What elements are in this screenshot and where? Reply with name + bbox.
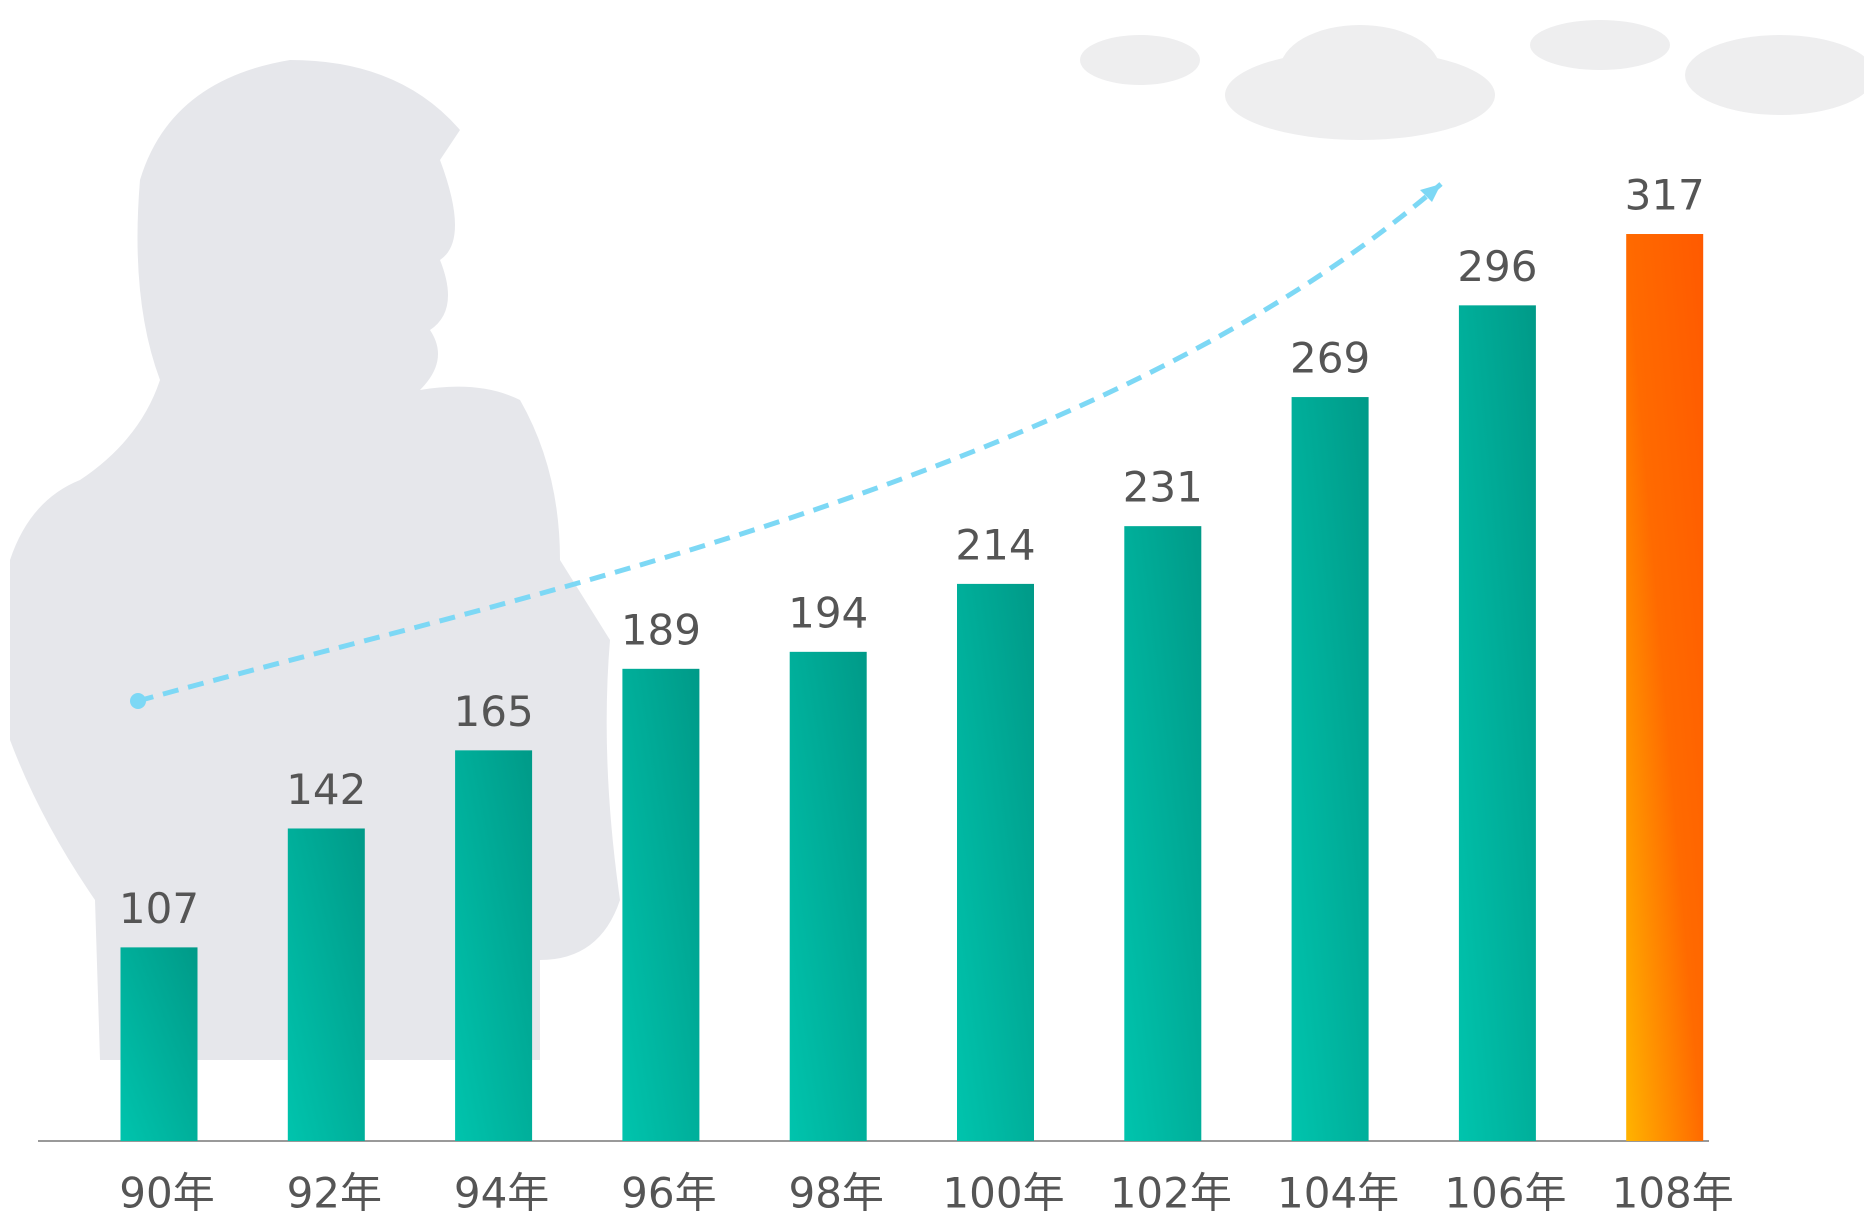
x-tick-label: 100年 xyxy=(942,1169,1064,1218)
x-tick-label: 90年 xyxy=(119,1169,214,1218)
value-label: 107 xyxy=(119,884,199,933)
value-label: 317 xyxy=(1625,171,1705,220)
value-label: 194 xyxy=(788,588,868,637)
bar xyxy=(622,669,699,1141)
bar xyxy=(121,947,198,1141)
x-tick-label: 108年 xyxy=(1612,1169,1734,1218)
chart: 107 90年 142 92年 165 94年 189 96年 194 98年 214 100年 231… xyxy=(0,0,1864,1222)
x-tick-label: 102年 xyxy=(1110,1169,1232,1218)
bar xyxy=(455,750,532,1141)
x-tick-label: 106年 xyxy=(1444,1169,1566,1218)
bar xyxy=(957,584,1034,1141)
bar xyxy=(790,652,867,1141)
value-label: 189 xyxy=(621,605,701,654)
bar xyxy=(288,828,365,1141)
value-label: 296 xyxy=(1457,242,1537,291)
value-label: 165 xyxy=(454,687,534,736)
value-label: 231 xyxy=(1123,463,1203,512)
value-label: 214 xyxy=(955,520,1035,569)
x-tick-label: 96年 xyxy=(621,1169,716,1218)
x-tick-label: 92年 xyxy=(287,1169,382,1218)
value-label: 269 xyxy=(1290,334,1370,383)
bar xyxy=(1124,526,1201,1141)
clouds xyxy=(1080,20,1864,140)
bar xyxy=(1626,234,1703,1141)
x-tick-label: 98年 xyxy=(788,1169,883,1218)
trend-start xyxy=(130,693,146,709)
bar xyxy=(1459,305,1536,1141)
value-label: 142 xyxy=(286,765,366,814)
x-tick-label: 94年 xyxy=(454,1169,549,1218)
bar xyxy=(1292,397,1369,1141)
x-tick-label: 104年 xyxy=(1277,1169,1399,1218)
